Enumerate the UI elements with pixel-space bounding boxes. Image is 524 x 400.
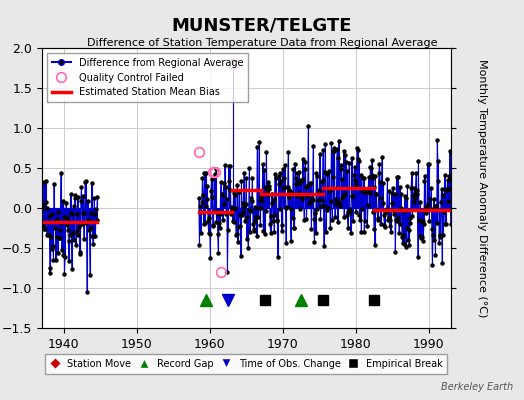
Legend: Station Move, Record Gap, Time of Obs. Change, Empirical Break: Station Move, Record Gap, Time of Obs. C… bbox=[45, 354, 447, 374]
Y-axis label: Monthly Temperature Anomaly Difference (°C): Monthly Temperature Anomaly Difference (… bbox=[477, 59, 487, 317]
Text: Berkeley Earth: Berkeley Earth bbox=[441, 382, 514, 392]
Text: Difference of Station Temperature Data from Regional Average: Difference of Station Temperature Data f… bbox=[87, 38, 437, 48]
Text: MUNSTER/TELGTE: MUNSTER/TELGTE bbox=[172, 16, 352, 34]
